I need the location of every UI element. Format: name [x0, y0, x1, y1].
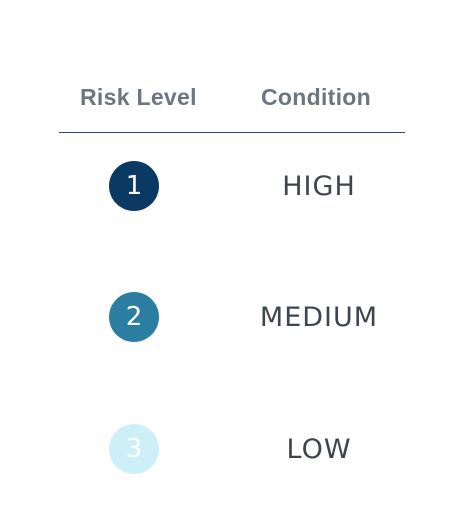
table-row: 3 LOW	[59, 423, 405, 475]
table-header: Risk Level Condition	[59, 80, 405, 133]
risk-level-badge: 2	[109, 292, 159, 342]
risk-table: Risk Level Condition 1 HIGH 2 MEDIUM 3 L…	[59, 0, 405, 521]
table-row: 2 MEDIUM	[59, 291, 405, 343]
condition-label: LOW	[286, 433, 352, 465]
condition-label: HIGH	[282, 170, 356, 202]
table-row: 1 HIGH	[59, 160, 405, 212]
risk-level-badge: 3	[109, 424, 159, 474]
header-condition: Condition	[261, 84, 371, 110]
header-risk-level: Risk Level	[80, 84, 197, 110]
risk-level-badge: 1	[109, 161, 159, 211]
condition-label: MEDIUM	[259, 301, 379, 333]
